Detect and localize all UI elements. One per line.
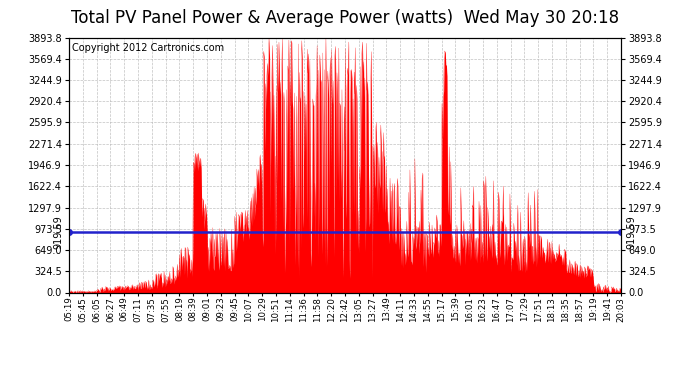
Text: 919.59: 919.59: [54, 215, 63, 249]
Text: Copyright 2012 Cartronics.com: Copyright 2012 Cartronics.com: [72, 43, 224, 52]
Text: Total PV Panel Power & Average Power (watts)  Wed May 30 20:18: Total PV Panel Power & Average Power (wa…: [71, 9, 619, 27]
Text: 919.59: 919.59: [627, 215, 636, 249]
